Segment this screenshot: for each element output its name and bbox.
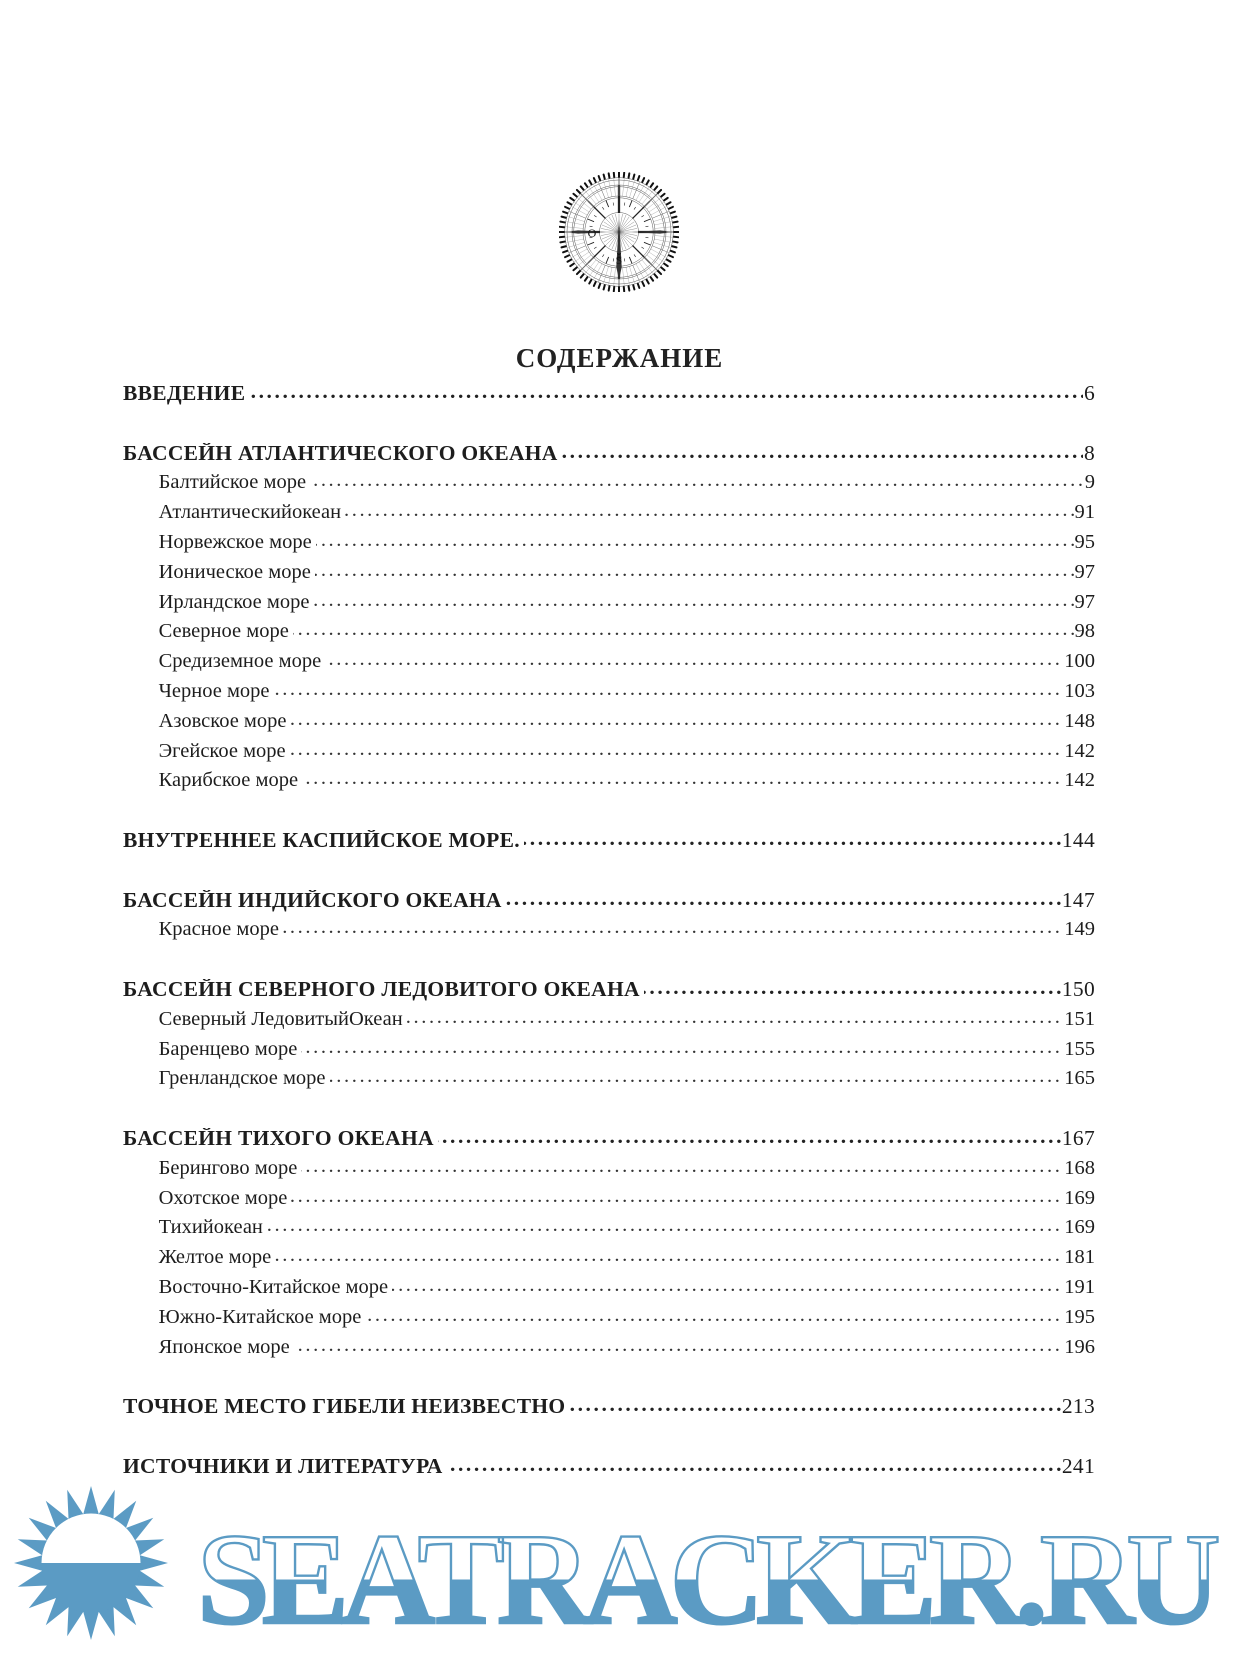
svg-text:O: O (588, 226, 597, 240)
